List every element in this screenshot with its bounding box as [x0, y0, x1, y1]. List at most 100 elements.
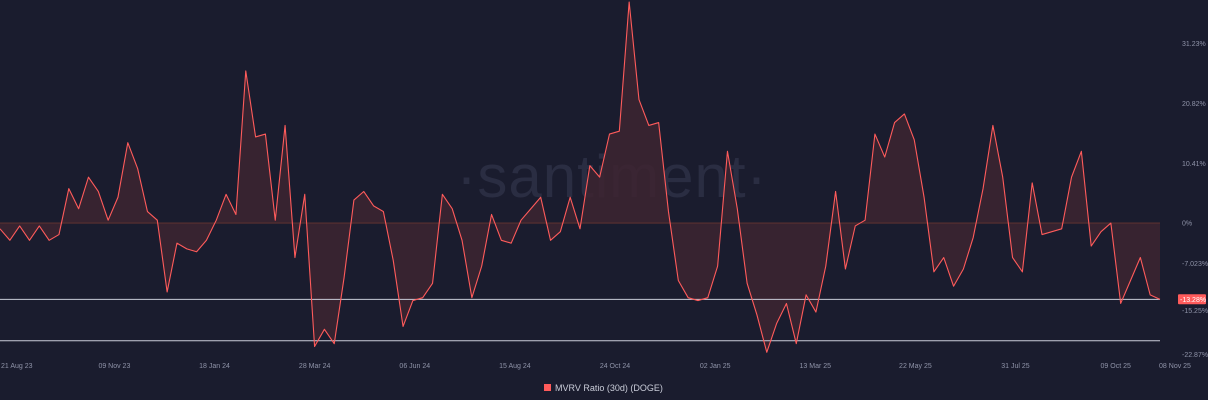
data-point[interactable]: [214, 218, 219, 223]
data-point[interactable]: [941, 255, 946, 260]
data-point[interactable]: [381, 209, 386, 214]
data-point[interactable]: [312, 344, 317, 349]
data-point[interactable]: [764, 350, 769, 355]
data-point[interactable]: [115, 195, 120, 200]
data-point[interactable]: [676, 278, 681, 283]
data-point[interactable]: [872, 132, 877, 137]
data-point[interactable]: [804, 292, 809, 297]
data-point[interactable]: [1040, 232, 1045, 237]
data-point[interactable]: [1079, 149, 1084, 154]
data-point[interactable]: [86, 175, 91, 180]
data-point[interactable]: [990, 123, 995, 128]
data-point[interactable]: [1020, 269, 1025, 274]
data-point[interactable]: [96, 189, 101, 194]
data-point[interactable]: [351, 198, 356, 203]
data-point[interactable]: [479, 264, 484, 269]
data-point[interactable]: [607, 132, 612, 137]
data-point[interactable]: [705, 295, 710, 300]
data-point[interactable]: [686, 295, 691, 300]
data-point[interactable]: [627, 0, 632, 5]
data-point[interactable]: [56, 232, 61, 237]
data-point[interactable]: [401, 324, 406, 329]
data-point[interactable]: [902, 111, 907, 116]
data-point[interactable]: [165, 289, 170, 294]
data-point[interactable]: [17, 223, 22, 228]
data-point[interactable]: [194, 249, 199, 254]
data-point[interactable]: [460, 238, 465, 243]
legend[interactable]: MVRV Ratio (30d) (DOGE): [544, 383, 663, 393]
data-point[interactable]: [833, 189, 838, 194]
data-point[interactable]: [538, 195, 543, 200]
data-point[interactable]: [597, 175, 602, 180]
data-point[interactable]: [1158, 297, 1163, 302]
data-point[interactable]: [922, 195, 927, 200]
data-point[interactable]: [961, 267, 966, 272]
data-point[interactable]: [892, 120, 897, 125]
data-point[interactable]: [430, 281, 435, 286]
data-point[interactable]: [469, 295, 474, 300]
data-point[interactable]: [656, 120, 661, 125]
data-point[interactable]: [37, 223, 42, 228]
data-point[interactable]: [27, 238, 32, 243]
data-point[interactable]: [1089, 244, 1094, 249]
data-point[interactable]: [745, 281, 750, 286]
data-point[interactable]: [440, 192, 445, 197]
data-point[interactable]: [912, 137, 917, 142]
data-point[interactable]: [617, 129, 622, 134]
data-point[interactable]: [450, 206, 455, 211]
data-point[interactable]: [1128, 278, 1133, 283]
data-point[interactable]: [646, 123, 651, 128]
data-point[interactable]: [174, 241, 179, 246]
data-point[interactable]: [1118, 301, 1123, 306]
data-point[interactable]: [931, 269, 936, 274]
data-point[interactable]: [410, 298, 415, 303]
data-point[interactable]: [125, 140, 130, 145]
data-point[interactable]: [784, 301, 789, 306]
data-point[interactable]: [548, 238, 553, 243]
data-point[interactable]: [371, 203, 376, 208]
data-point[interactable]: [253, 134, 258, 139]
data-point[interactable]: [568, 195, 573, 200]
data-point[interactable]: [971, 235, 976, 240]
data-point[interactable]: [735, 206, 740, 211]
data-point[interactable]: [224, 192, 229, 197]
data-point[interactable]: [823, 264, 828, 269]
data-point[interactable]: [7, 238, 12, 243]
data-point[interactable]: [499, 238, 504, 243]
data-point[interactable]: [1030, 180, 1035, 185]
data-point[interactable]: [263, 132, 268, 137]
data-point[interactable]: [1138, 255, 1143, 260]
data-point[interactable]: [636, 97, 641, 102]
data-point[interactable]: [725, 149, 730, 154]
data-point[interactable]: [774, 321, 779, 326]
data-point[interactable]: [420, 295, 425, 300]
data-point[interactable]: [76, 206, 81, 211]
data-point[interactable]: [135, 166, 140, 171]
data-point[interactable]: [283, 123, 288, 128]
data-point[interactable]: [489, 212, 494, 217]
data-point[interactable]: [243, 68, 248, 73]
data-point[interactable]: [145, 209, 150, 214]
data-point[interactable]: [509, 241, 514, 246]
data-point[interactable]: [794, 341, 799, 346]
data-point[interactable]: [813, 310, 818, 315]
data-point[interactable]: [1049, 229, 1054, 234]
data-point[interactable]: [695, 298, 700, 303]
data-point[interactable]: [106, 218, 111, 223]
data-point[interactable]: [233, 212, 238, 217]
data-point[interactable]: [342, 275, 347, 280]
data-point[interactable]: [1108, 221, 1113, 226]
data-point[interactable]: [1148, 292, 1153, 297]
data-point[interactable]: [1059, 226, 1064, 231]
data-point[interactable]: [47, 238, 52, 243]
data-point[interactable]: [853, 223, 858, 228]
data-point[interactable]: [322, 327, 327, 332]
data-point[interactable]: [863, 218, 868, 223]
data-point[interactable]: [66, 186, 71, 191]
data-point[interactable]: [1010, 255, 1015, 260]
data-point[interactable]: [1000, 175, 1005, 180]
data-point[interactable]: [843, 267, 848, 272]
data-point[interactable]: [155, 218, 160, 223]
data-point[interactable]: [715, 264, 720, 269]
data-point[interactable]: [666, 209, 671, 214]
